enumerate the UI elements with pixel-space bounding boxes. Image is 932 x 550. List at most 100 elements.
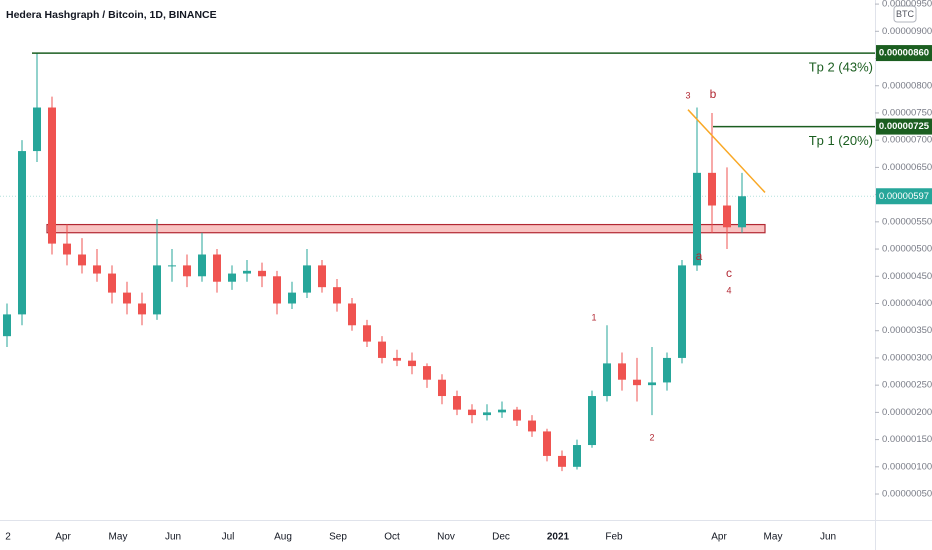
x-tick-label: Jun: [820, 532, 836, 543]
y-tick-label: 0.00000450: [882, 271, 932, 282]
wave-label: c: [726, 266, 732, 280]
currency-box: [893, 5, 917, 23]
candle-body: [468, 409, 476, 416]
candle-body: [318, 265, 326, 288]
x-tick-label: May: [764, 532, 783, 543]
candle-body: [348, 303, 356, 326]
y-tick-label: 0.00000750: [882, 107, 932, 118]
candle-body: [633, 379, 641, 386]
candle-body: [738, 196, 746, 228]
price-tag: [876, 45, 932, 62]
price-tag: [876, 118, 932, 135]
candle-body: [153, 265, 161, 315]
candle-body: [393, 357, 401, 361]
y-tick-label: 0.00000050: [882, 489, 932, 500]
candle-body: [528, 420, 536, 432]
price-tag-label: 0.00000860: [879, 48, 929, 59]
y-tick-label: 0.00000350: [882, 325, 932, 336]
candle-body: [438, 379, 446, 397]
candle-body: [708, 172, 716, 206]
candle-body: [243, 270, 251, 274]
wave-label: b: [710, 87, 717, 101]
x-tick-label: 2: [5, 532, 11, 543]
candle-body: [3, 314, 11, 337]
target-label: Tp 1 (20%): [809, 133, 873, 148]
wave-label: 1: [591, 312, 596, 322]
candle-body: [198, 254, 206, 277]
x-tick-label: Nov: [437, 532, 455, 543]
y-tick-label: 0.00000500: [882, 244, 932, 255]
wave-label: 4: [726, 285, 731, 295]
candle-body: [453, 396, 461, 410]
x-tick-label: Apr: [55, 532, 71, 543]
candle-body: [603, 363, 611, 397]
wave-label: 2: [649, 432, 654, 442]
x-tick-label: Dec: [492, 532, 510, 543]
candle-body: [78, 254, 86, 266]
x-tick-label: Jul: [222, 532, 235, 543]
x-tick-label: 2021: [547, 532, 570, 543]
candle-body: [288, 292, 296, 304]
candle-body: [258, 270, 266, 277]
candle-body: [408, 360, 416, 367]
y-tick-label: 0.00000100: [882, 461, 932, 472]
currency-label: BTC: [896, 9, 915, 19]
candle-body: [168, 265, 176, 267]
y-tick-label: 0.00000250: [882, 380, 932, 391]
y-tick-label: 0.00000650: [882, 162, 932, 173]
x-tick-label: Apr: [711, 532, 727, 543]
y-tick-label: 0.00000700: [882, 135, 932, 146]
x-tick-label: Feb: [605, 532, 623, 543]
candle-body: [273, 276, 281, 304]
candle-body: [483, 412, 491, 416]
y-tick-label: 0.00000800: [882, 80, 932, 91]
candle-body: [573, 445, 581, 467]
candle-body: [123, 292, 131, 304]
candle-body: [303, 265, 311, 293]
price-tag: [876, 188, 932, 205]
candle-body: [183, 265, 191, 277]
y-tick-label: 0.00000900: [882, 26, 932, 37]
candle-body: [648, 382, 656, 386]
candle-body: [693, 172, 701, 266]
candle-body: [618, 363, 626, 380]
chart-title: Hedera Hashgraph / Bitcoin, 1D, BINANCE: [6, 9, 217, 21]
candle-body: [333, 287, 341, 304]
x-tick-label: Aug: [274, 532, 292, 543]
candle-body: [138, 303, 146, 315]
candle-body: [588, 396, 596, 446]
x-tick-label: Oct: [384, 532, 400, 543]
candle-body: [33, 107, 41, 152]
price-tag-label: 0.00000597: [879, 191, 929, 202]
x-tick-label: Jun: [165, 532, 181, 543]
candle-body: [363, 325, 371, 342]
candle-body: [663, 357, 671, 383]
trendline: [687, 109, 766, 193]
candle-body: [558, 455, 566, 467]
candle-body: [93, 265, 101, 274]
y-tick-label: 0.00000950: [882, 0, 932, 10]
candle-body: [378, 341, 386, 358]
y-tick-label: 0.00000150: [882, 434, 932, 445]
candle-body: [18, 151, 26, 315]
wave-label: a: [696, 249, 703, 263]
target-label: Tp 2 (43%): [809, 60, 873, 75]
candle-body: [498, 409, 506, 413]
candle-body: [213, 254, 221, 282]
y-tick-label: 0.00000400: [882, 298, 932, 309]
x-tick-label: Sep: [329, 532, 347, 543]
y-tick-label: 0.00000300: [882, 352, 932, 363]
candle-body: [513, 409, 521, 421]
x-tick-label: May: [109, 532, 128, 543]
candle-body: [723, 205, 731, 228]
price-tag-label: 0.00000725: [879, 121, 930, 132]
y-tick-label: 0.00000200: [882, 407, 932, 418]
candle-body: [678, 265, 686, 358]
candle-body: [543, 431, 551, 456]
candle-body: [228, 273, 236, 282]
y-tick-label: 0.00000550: [882, 216, 932, 227]
wave-label: 3: [685, 90, 690, 100]
candle-body: [423, 366, 431, 380]
